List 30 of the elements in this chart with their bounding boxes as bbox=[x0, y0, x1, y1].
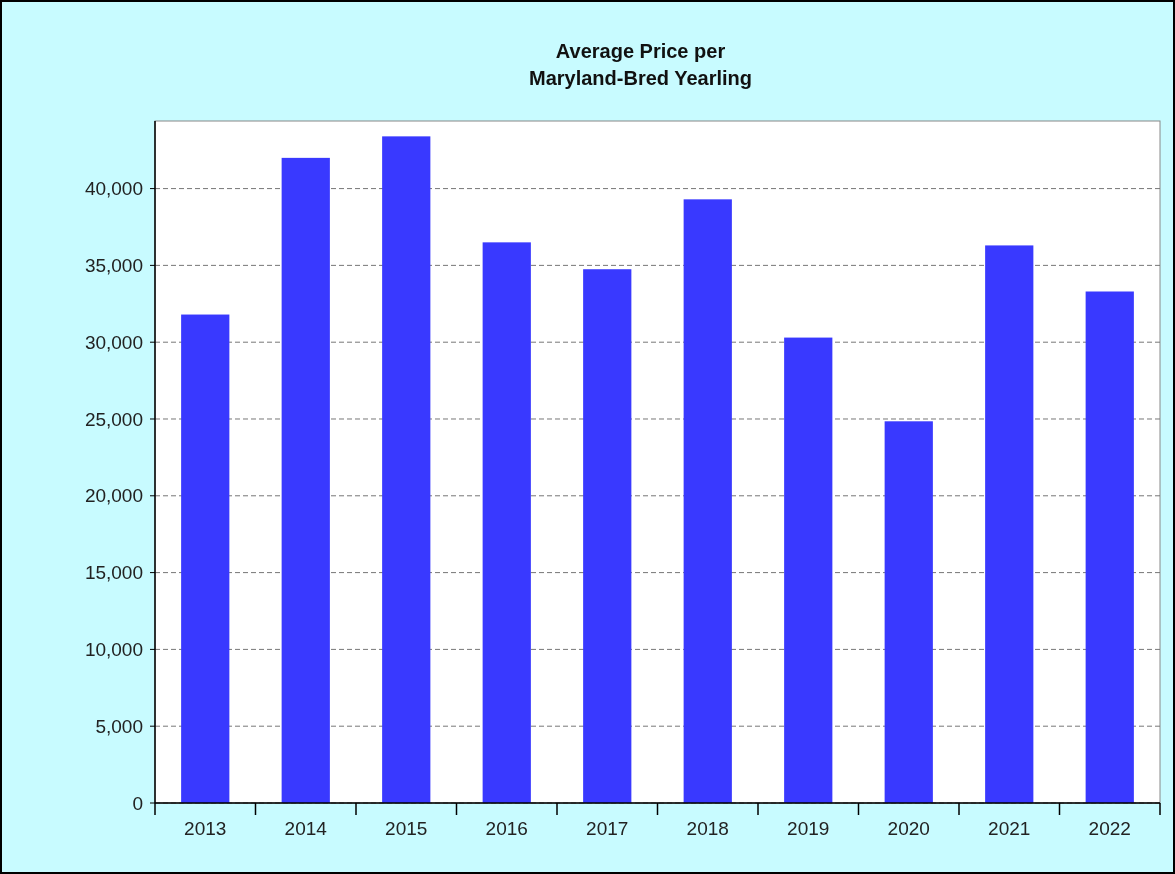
bar bbox=[784, 337, 833, 803]
y-tick-label: 10,000 bbox=[84, 639, 143, 661]
x-tick-label: 2016 bbox=[485, 818, 528, 839]
x-tick-label: 2014 bbox=[284, 818, 328, 839]
bar bbox=[1085, 291, 1134, 803]
bar bbox=[281, 157, 330, 803]
y-tick-label: 0 bbox=[132, 792, 143, 814]
bar bbox=[683, 199, 732, 803]
x-tick-label: 2015 bbox=[385, 818, 428, 839]
chart-title: Average Price per Maryland-Bred Yearling bbox=[528, 40, 753, 89]
y-tick-label: 40,000 bbox=[84, 178, 143, 200]
x-tick-label: 2013 bbox=[184, 818, 227, 839]
x-tick-label: 2021 bbox=[988, 818, 1031, 839]
y-tick-label: 15,000 bbox=[84, 562, 143, 584]
x-tick-label: 2022 bbox=[1088, 818, 1131, 839]
bar bbox=[884, 421, 933, 803]
bar bbox=[382, 136, 431, 803]
bar bbox=[583, 269, 632, 803]
bar bbox=[482, 242, 531, 803]
x-tick-label: 2017 bbox=[586, 818, 629, 839]
x-tick-label: 2019 bbox=[787, 818, 830, 839]
y-tick-label: 30,000 bbox=[84, 331, 143, 353]
bar bbox=[181, 314, 230, 803]
y-tick-label: 5,000 bbox=[95, 715, 143, 737]
bar bbox=[985, 245, 1034, 803]
x-tick-label: 2020 bbox=[887, 818, 930, 839]
y-tick-label: 35,000 bbox=[84, 255, 143, 277]
x-tick-label: 2018 bbox=[686, 818, 729, 839]
y-tick-label: 20,000 bbox=[84, 485, 143, 507]
y-tick-label: 25,000 bbox=[84, 408, 143, 430]
